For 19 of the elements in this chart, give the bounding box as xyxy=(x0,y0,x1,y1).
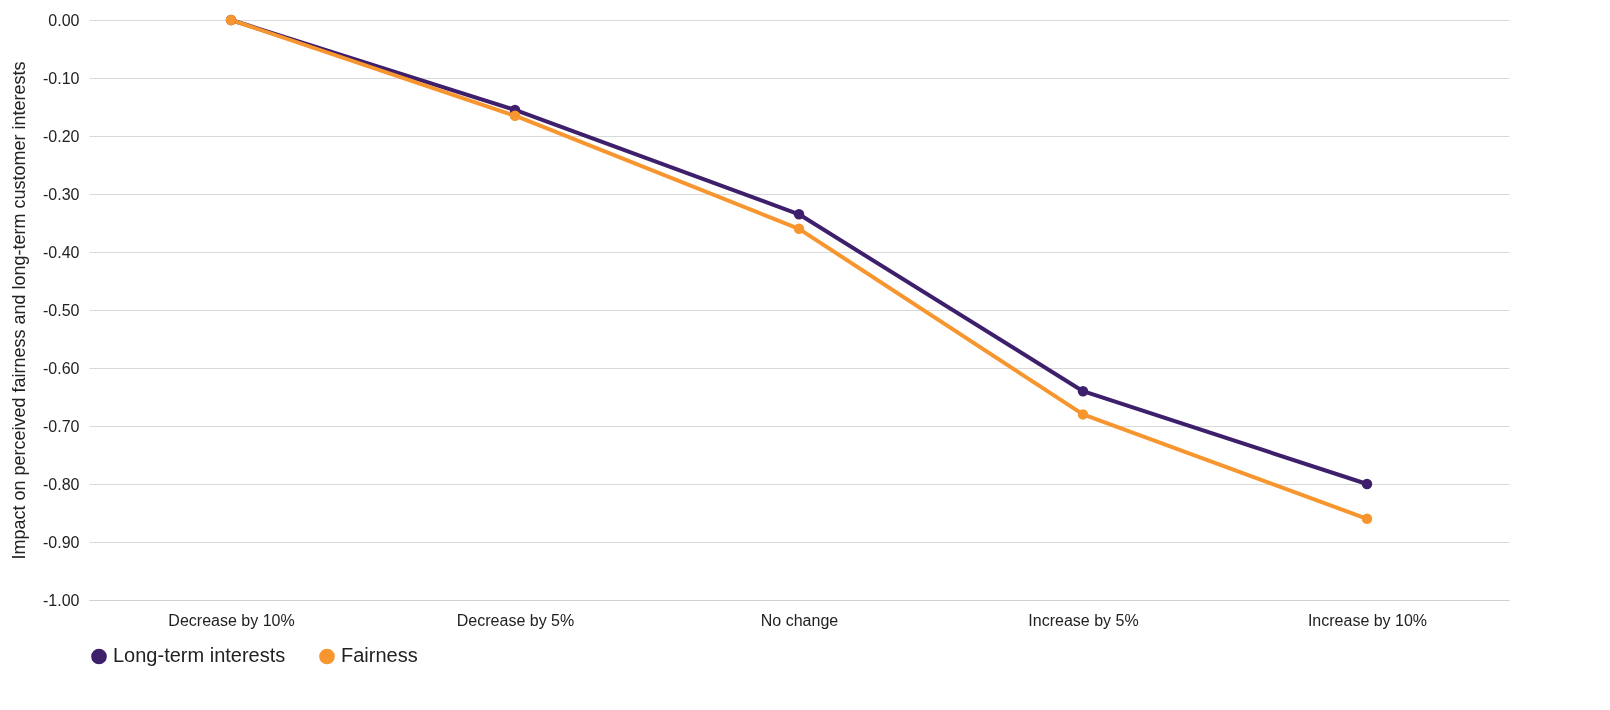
legend-label: Fairness xyxy=(341,644,418,667)
y-tick-label: -1.00 xyxy=(43,591,80,609)
x-tick-label: Decrease by 5% xyxy=(456,611,575,629)
y-tick-label: -0.10 xyxy=(43,69,80,87)
x-tick-label: No change xyxy=(760,611,839,629)
y-tick-label: -0.60 xyxy=(43,359,80,377)
y-tick-label: -0.70 xyxy=(43,417,80,435)
y-tick-label: -0.90 xyxy=(43,533,80,551)
y-tick-label: -0.40 xyxy=(43,243,80,261)
y-tick-label: -0.80 xyxy=(43,475,80,493)
x-tick-label: Increase by 5% xyxy=(1028,611,1139,629)
y-tick-label: 0.00 xyxy=(48,11,80,29)
y-tick-label: -0.30 xyxy=(43,185,80,203)
y-tick-label: -0.20 xyxy=(43,127,80,145)
x-tick-label: Decrease by 10% xyxy=(168,611,295,629)
y-axis-title: Impact on perceived fairness and long-term customer interests xyxy=(9,61,30,560)
y-tick-label: -0.50 xyxy=(43,301,80,319)
legend-label: Long-term interests xyxy=(113,644,286,667)
x-tick-label: Increase by 10% xyxy=(1307,611,1428,629)
